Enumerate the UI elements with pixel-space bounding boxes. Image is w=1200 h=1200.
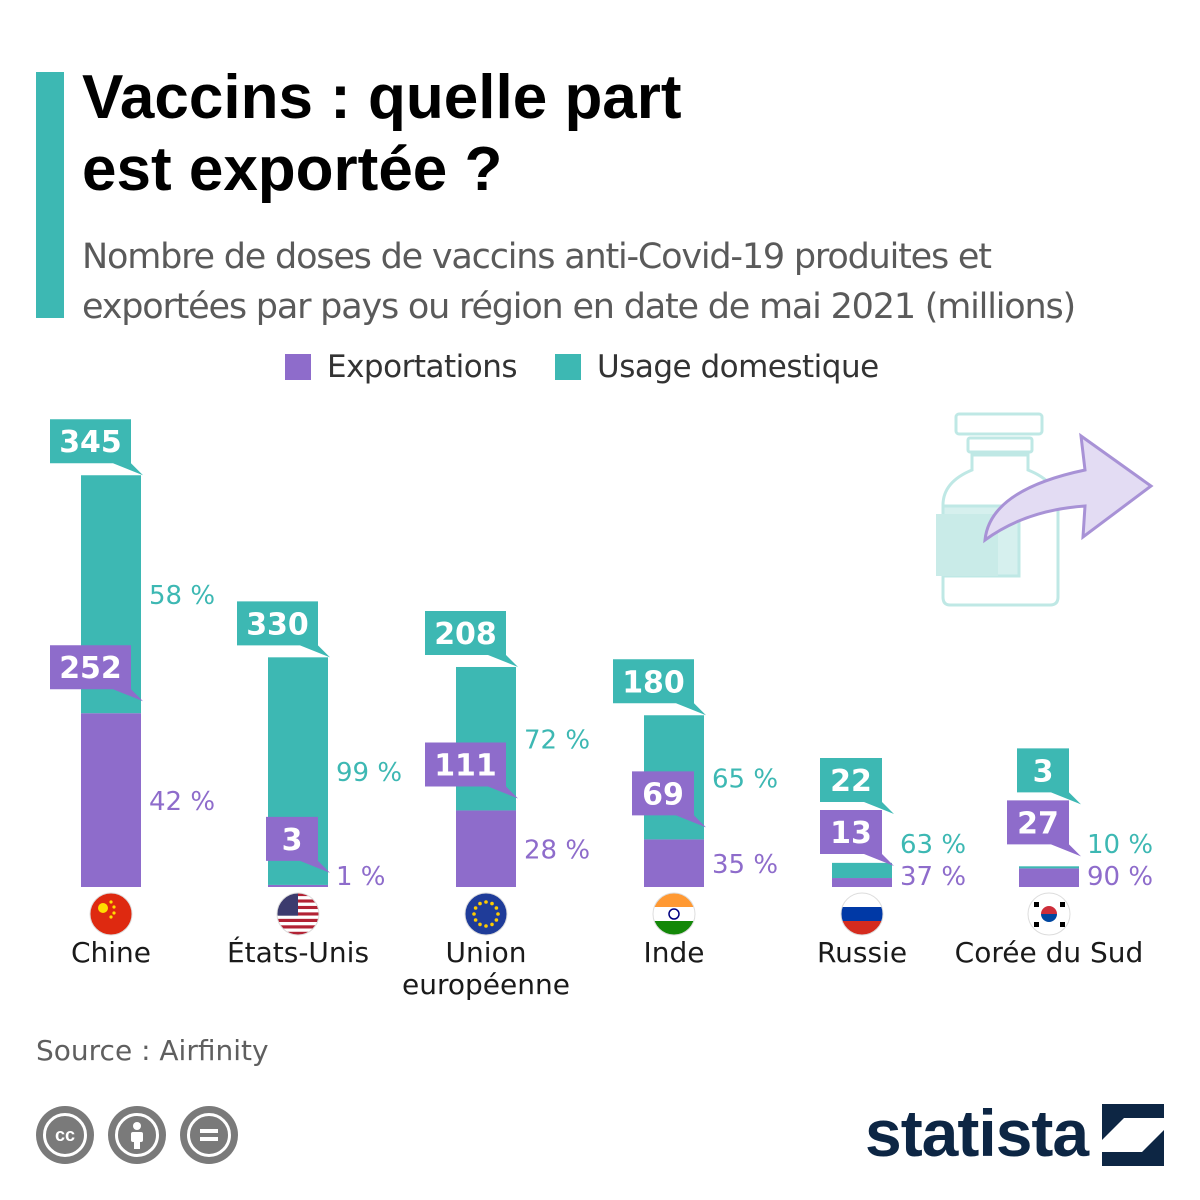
pct-label-domestic-1: 99 %: [336, 758, 402, 788]
bar-exports-3: [644, 839, 704, 887]
pct-label-domestic-4: 63 %: [900, 830, 966, 860]
legend-label-domestic: Usage domestique: [597, 349, 879, 385]
value-label-domestic-5-box: [1017, 748, 1081, 805]
value-label-domestic-0: 345: [50, 419, 143, 476]
bar-exports-2: [456, 810, 516, 887]
value-label-exports-1-text: 3: [282, 823, 303, 858]
bar-group-0: 345 252 58 % 42 % Chine: [50, 419, 215, 969]
source-note: Source : Airfinity: [36, 1034, 269, 1067]
chart-subtitle: Nombre de doses de vaccins anti-Covid-19…: [82, 232, 1182, 332]
vaccine-vial-illustration: [936, 412, 1154, 607]
category-label-5: Corée du Sud: [955, 936, 1144, 969]
bar-domestic-5: [1019, 866, 1079, 869]
bar-exports-0: [81, 713, 141, 887]
value-label-exports-4: 13: [820, 810, 894, 867]
value-label-domestic-4-box: [820, 758, 894, 815]
value-label-exports-3-text: 69: [642, 777, 684, 812]
brand-logo-text[interactable]: statista: [865, 1096, 1089, 1170]
title-line-2: est exportée ?: [82, 135, 503, 204]
pct-label-exports-1: 1 %: [336, 862, 386, 892]
value-label-exports-1: 3: [266, 816, 330, 873]
value-label-domestic-0-text: 345: [59, 425, 122, 460]
pct-label-exports-5: 90 %: [1087, 862, 1153, 892]
no-derivatives-icon[interactable]: [180, 1106, 238, 1164]
bar-group-5: 3 27 10 %90 % Corée du Sud: [955, 748, 1153, 969]
flag-russia-icon: [840, 892, 884, 936]
chart-title: Vaccins : quelle part est exportée ?: [82, 62, 1082, 206]
value-label-domestic-2: 208: [425, 610, 518, 667]
category-label-2-line-1: européenne: [402, 968, 570, 1001]
pct-label-exports-4: 37 %: [900, 862, 966, 892]
value-label-exports-0-box: [50, 645, 143, 702]
value-label-exports-5: 27: [1007, 800, 1081, 857]
pct-label-exports-2: 28 %: [524, 836, 590, 866]
pct-label-domestic-5: 10 %: [1087, 830, 1153, 860]
legend-item-exports: Exportations: [285, 349, 518, 385]
category-label-4: Russie: [817, 936, 907, 969]
legend-swatch-domestic: [555, 354, 582, 380]
cc-icon[interactable]: cc: [36, 1106, 94, 1164]
value-label-exports-4-box: [820, 810, 894, 867]
brand-logo-icon[interactable]: [1102, 1104, 1164, 1166]
value-label-exports-2-text: 111: [434, 748, 497, 783]
legend-item-domestic: Usage domestique: [555, 349, 879, 385]
value-label-exports-0: 252: [50, 645, 143, 702]
value-label-domestic-3-text: 180: [622, 665, 685, 700]
value-label-domestic-0-box: [50, 419, 143, 476]
title-accent-bar: [36, 72, 64, 318]
category-label-3: Inde: [643, 936, 704, 969]
value-label-domestic-1: 330: [237, 601, 330, 658]
subtitle-line-1: Nombre de doses de vaccins anti-Covid-19…: [82, 237, 992, 277]
value-label-domestic-3: 180: [613, 659, 706, 716]
flag-south-korea-icon: [1027, 892, 1071, 936]
category-label-0: Chine: [71, 936, 151, 969]
value-label-exports-2-box: [425, 742, 518, 799]
value-label-domestic-5: 3: [1017, 748, 1081, 805]
category-label-2-line-0: Union: [446, 936, 527, 969]
bar-exports-5: [1019, 868, 1079, 887]
bar-group-3: 180 69 65 % 35 % Inde: [613, 659, 778, 969]
pct-label-exports-3: 35 %: [712, 850, 778, 880]
value-label-exports-5-text: 27: [1017, 806, 1059, 841]
legend-swatch-exports: [285, 354, 311, 380]
value-label-exports-3-box: [632, 771, 706, 828]
value-label-exports-4-text: 13: [830, 816, 872, 851]
value-label-domestic-2-box: [425, 610, 518, 667]
license-icons: cc: [36, 1106, 252, 1164]
flag-usa-icon: [276, 892, 320, 936]
value-label-exports-3: 69: [632, 771, 706, 828]
bar-exports-4: [832, 878, 892, 887]
value-label-domestic-3-box: [613, 659, 706, 716]
flag-china-icon: [89, 892, 133, 936]
value-label-domestic-1-box: [237, 601, 330, 658]
title-line-1: Vaccins : quelle part: [82, 63, 682, 132]
flag-india-icon: [652, 892, 696, 936]
pct-label-domestic-3: 65 %: [712, 764, 778, 794]
pct-label-domestic-0: 58 %: [149, 581, 215, 611]
chart-legend: Exportations Usage domestique: [285, 349, 917, 385]
value-label-domestic-1-text: 330: [246, 607, 309, 642]
attribution-icon[interactable]: [108, 1106, 166, 1164]
bar-domestic-4: [832, 862, 892, 879]
bar-group-1: 330 3 99 % 1 % États-Unis: [227, 601, 402, 969]
bar-group-4: 22 13 63 %37 % Russie: [817, 758, 966, 969]
value-label-exports-0-text: 252: [59, 651, 122, 686]
bar-exports-1: [268, 884, 328, 887]
pct-label-domestic-2: 72 %: [524, 726, 590, 756]
chart-plot: 345 252 58 % 42 % Chine 330 3 99 % 1 % États-Unis…: [50, 412, 1154, 1001]
value-label-exports-1-box: [266, 816, 330, 873]
legend-label-exports: Exportations: [327, 349, 518, 385]
category-label-1: États-Unis: [227, 935, 369, 969]
pct-label-exports-0: 42 %: [149, 787, 215, 817]
value-label-exports-2: 111: [425, 742, 518, 799]
subtitle-line-2: exportées par pays ou région en date de …: [82, 287, 1076, 327]
value-label-domestic-2-text: 208: [434, 617, 497, 652]
value-label-exports-5-box: [1007, 800, 1081, 857]
flag-eu-icon: [464, 892, 508, 936]
value-label-domestic-4-text: 22: [830, 764, 872, 799]
value-label-domestic-4: 22: [820, 758, 894, 815]
value-label-domestic-5-text: 3: [1033, 754, 1054, 789]
